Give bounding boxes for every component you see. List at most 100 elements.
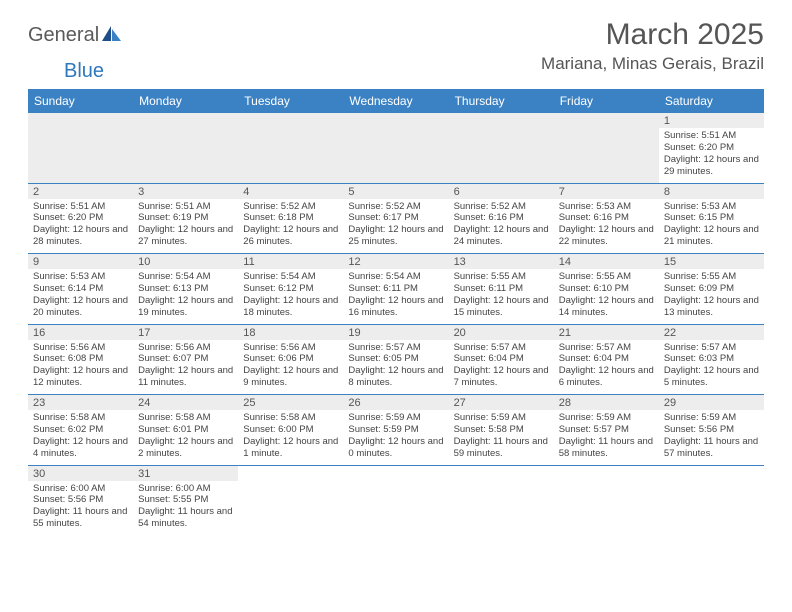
daylight-text: Daylight: 12 hours and 20 minutes. [33, 295, 128, 319]
day-number: 31 [133, 466, 238, 481]
calendar-day-cell: 8Sunrise: 5:53 AMSunset: 6:15 PMDaylight… [659, 183, 764, 254]
sunset-text: Sunset: 5:59 PM [348, 424, 443, 436]
day-header: Tuesday [238, 89, 343, 113]
calendar-day-cell: 22Sunrise: 5:57 AMSunset: 6:03 PMDayligh… [659, 324, 764, 395]
sunset-text: Sunset: 6:00 PM [243, 424, 338, 436]
daylight-text: Daylight: 12 hours and 24 minutes. [454, 224, 549, 248]
sunset-text: Sunset: 6:07 PM [138, 353, 233, 365]
calendar-day-cell: 19Sunrise: 5:57 AMSunset: 6:05 PMDayligh… [343, 324, 448, 395]
calendar-day-cell: 12Sunrise: 5:54 AMSunset: 6:11 PMDayligh… [343, 254, 448, 325]
calendar-day-cell: 5 Sunrise: 5:52 AMSunset: 6:17 PMDaylight… [343, 183, 448, 254]
daylight-text: Daylight: 11 hours and 55 minutes. [33, 506, 128, 530]
day-number: 19 [343, 325, 448, 340]
day-number: 4 [238, 184, 343, 199]
sunrise-text: Sunrise: 5:53 AM [33, 271, 128, 283]
sunset-text: Sunset: 6:15 PM [664, 212, 759, 224]
sunset-text: Sunset: 6:08 PM [33, 353, 128, 365]
sunset-text: Sunset: 6:17 PM [348, 212, 443, 224]
sunset-text: Sunset: 6:12 PM [243, 283, 338, 295]
calendar-day-cell: 2Sunrise: 5:51 AMSunset: 6:20 PMDaylight… [28, 183, 133, 254]
sunrise-text: Sunrise: 5:52 AM [348, 201, 443, 213]
sunset-text: Sunset: 5:56 PM [33, 494, 128, 506]
calendar-week-row: 2Sunrise: 5:51 AMSunset: 6:20 PMDaylight… [28, 183, 764, 254]
daylight-text: Daylight: 12 hours and 7 minutes. [454, 365, 549, 389]
sunrise-text: Sunrise: 5:55 AM [454, 271, 549, 283]
day-number: 28 [554, 395, 659, 410]
sunrise-text: Sunrise: 5:56 AM [138, 342, 233, 354]
sunset-text: Sunset: 6:11 PM [348, 283, 443, 295]
sunrise-text: Sunrise: 5:59 AM [664, 412, 759, 424]
sunset-text: Sunset: 6:18 PM [243, 212, 338, 224]
day-number: 12 [343, 254, 448, 269]
calendar-table: SundayMondayTuesdayWednesdayThursdayFrid… [28, 89, 764, 535]
sunrise-text: Sunrise: 5:55 AM [559, 271, 654, 283]
daylight-text: Daylight: 12 hours and 15 minutes. [454, 295, 549, 319]
calendar-empty-cell [659, 465, 764, 535]
day-number: 2 [28, 184, 133, 199]
daylight-text: Daylight: 12 hours and 11 minutes. [138, 365, 233, 389]
calendar-day-cell: 3Sunrise: 5:51 AMSunset: 6:19 PMDaylight… [133, 183, 238, 254]
sunrise-text: Sunrise: 5:59 AM [348, 412, 443, 424]
calendar-empty-cell [449, 465, 554, 535]
sunset-text: Sunset: 6:04 PM [454, 353, 549, 365]
daylight-text: Daylight: 12 hours and 13 minutes. [664, 295, 759, 319]
brand-sail-icon [102, 24, 122, 47]
brand-part1: General [28, 24, 99, 47]
daylight-text: Daylight: 11 hours and 54 minutes. [138, 506, 233, 530]
calendar-day-cell: 24Sunrise: 5:58 AMSunset: 6:01 PMDayligh… [133, 395, 238, 466]
brand-part2: Blue [64, 60, 104, 83]
month-title: March 2025 [541, 18, 764, 52]
sunset-text: Sunset: 6:19 PM [138, 212, 233, 224]
calendar-week-row: 9Sunrise: 5:53 AMSunset: 6:14 PMDaylight… [28, 254, 764, 325]
title-block: March 2025 Mariana, Minas Gerais, Brazil [541, 18, 764, 74]
daylight-text: Daylight: 12 hours and 18 minutes. [243, 295, 338, 319]
day-number: 14 [554, 254, 659, 269]
daylight-text: Daylight: 12 hours and 25 minutes. [348, 224, 443, 248]
daylight-text: Daylight: 12 hours and 27 minutes. [138, 224, 233, 248]
calendar-day-cell: 4Sunrise: 5:52 AMSunset: 6:18 PMDaylight… [238, 183, 343, 254]
day-number: 17 [133, 325, 238, 340]
calendar-day-cell: 27Sunrise: 5:59 AMSunset: 5:58 PMDayligh… [449, 395, 554, 466]
daylight-text: Daylight: 12 hours and 1 minute. [243, 436, 338, 460]
calendar-day-cell: 10Sunrise: 5:54 AMSunset: 6:13 PMDayligh… [133, 254, 238, 325]
daylight-text: Daylight: 12 hours and 28 minutes. [33, 224, 128, 248]
calendar-day-cell: 9Sunrise: 5:53 AMSunset: 6:14 PMDaylight… [28, 254, 133, 325]
daylight-text: Daylight: 12 hours and 14 minutes. [559, 295, 654, 319]
sunset-text: Sunset: 6:20 PM [664, 142, 759, 154]
day-number: 16 [28, 325, 133, 340]
day-number: 29 [659, 395, 764, 410]
sunrise-text: Sunrise: 5:58 AM [33, 412, 128, 424]
calendar-day-cell: 18Sunrise: 5:56 AMSunset: 6:06 PMDayligh… [238, 324, 343, 395]
sunset-text: Sunset: 6:05 PM [348, 353, 443, 365]
day-number: 5 [343, 184, 448, 199]
sunset-text: Sunset: 6:20 PM [33, 212, 128, 224]
day-number: 30 [28, 466, 133, 481]
sunset-text: Sunset: 6:16 PM [559, 212, 654, 224]
brand-logo: General [28, 24, 124, 47]
location-text: Mariana, Minas Gerais, Brazil [541, 54, 764, 74]
daylight-text: Daylight: 12 hours and 19 minutes. [138, 295, 233, 319]
day-number: 24 [133, 395, 238, 410]
calendar-day-cell: 14Sunrise: 5:55 AMSunset: 6:10 PMDayligh… [554, 254, 659, 325]
sunrise-text: Sunrise: 5:56 AM [243, 342, 338, 354]
daylight-text: Daylight: 12 hours and 6 minutes. [559, 365, 654, 389]
day-number: 18 [238, 325, 343, 340]
sunrise-text: Sunrise: 5:57 AM [559, 342, 654, 354]
sunset-text: Sunset: 6:06 PM [243, 353, 338, 365]
daylight-text: Daylight: 11 hours and 58 minutes. [559, 436, 654, 460]
sunset-text: Sunset: 6:13 PM [138, 283, 233, 295]
sunset-text: Sunset: 6:03 PM [664, 353, 759, 365]
day-header: Monday [133, 89, 238, 113]
calendar-week-row: 23Sunrise: 5:58 AMSunset: 6:02 PMDayligh… [28, 395, 764, 466]
calendar-week-row: 16 Sunrise: 5:56 AM Sunset: 6:08 PM Dayligh… [28, 324, 764, 395]
day-number: 11 [238, 254, 343, 269]
sunset-text: Sunset: 6:11 PM [454, 283, 549, 295]
calendar-empty-cell [238, 113, 343, 183]
sunrise-text: Sunrise: 6:00 AM [33, 483, 128, 495]
sunrise-text: Sunrise: 5:51 AM [138, 201, 233, 213]
daylight-text: Daylight: 11 hours and 57 minutes. [664, 436, 759, 460]
day-number: 9 [28, 254, 133, 269]
sunrise-text: Sunrise: 6:00 AM [138, 483, 233, 495]
day-header: Saturday [659, 89, 764, 113]
sunrise-text: Sunrise: 5:54 AM [138, 271, 233, 283]
